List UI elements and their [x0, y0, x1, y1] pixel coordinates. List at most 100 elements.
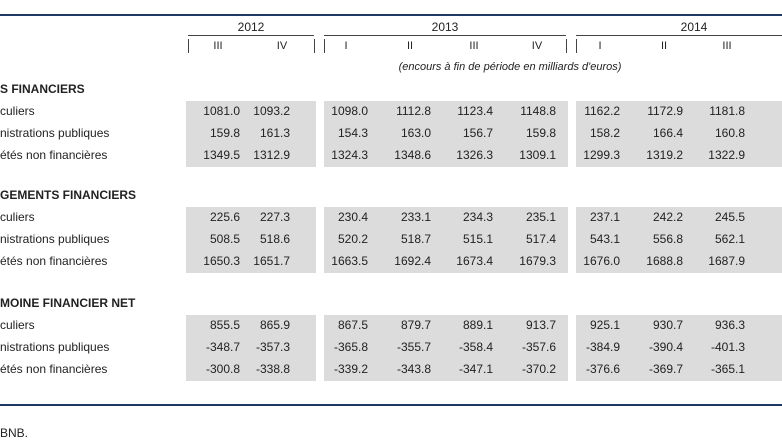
table-cell: 1663.5: [331, 254, 368, 268]
table-cell: -365.8: [333, 340, 368, 354]
band-gap: [316, 315, 324, 381]
band-gap: [316, 101, 324, 167]
table-cell: -300.8: [205, 362, 240, 376]
table-cell: 159.8: [525, 126, 556, 140]
table-cell: -390.4: [648, 340, 683, 354]
table-cell: 1081.0: [203, 104, 240, 118]
table-cell: 154.3: [337, 126, 368, 140]
section-band: [186, 207, 782, 273]
table-cell: 1324.3: [331, 148, 368, 162]
table-cell: 1679.3: [519, 254, 556, 268]
table-cell: 2: [748, 210, 782, 224]
table-cell: 1326.3: [456, 148, 493, 162]
row-label: culiers: [0, 104, 35, 118]
year-2013-underline: [324, 35, 566, 36]
table-cell: 1650.3: [203, 254, 240, 268]
table-cell: 508.5: [209, 232, 240, 246]
quarter-header: I: [598, 40, 602, 52]
table-cell: 1692.4: [394, 254, 431, 268]
table-cell: -347.1: [458, 362, 493, 376]
year-2012: 2012: [237, 20, 265, 34]
table-cell: 925.1: [589, 318, 620, 332]
section-band: [186, 315, 782, 381]
quarter-header: I: [344, 40, 348, 52]
table-cell: 233.1: [400, 210, 431, 224]
table-cell: 879.7: [400, 318, 431, 332]
table-cell: 245.5: [714, 210, 745, 224]
year-2014: 2014: [680, 20, 708, 34]
table-cell: 1349.5: [203, 148, 240, 162]
table-cell: 160.8: [714, 126, 745, 140]
table-cell: 1172.9: [647, 104, 683, 118]
table-cell: 1309.1: [519, 148, 556, 162]
table-cell: 1299.3: [583, 148, 620, 162]
section-title: S FINANCIERS: [0, 82, 85, 96]
table-cell: 1148.8: [520, 104, 556, 118]
top-rule: [0, 14, 782, 16]
table-cell: 1093.2: [253, 104, 290, 118]
header-tick: [566, 39, 567, 53]
row-label: culiers: [0, 210, 35, 224]
table-cell: -401.3: [710, 340, 745, 354]
quarter-header: IV: [276, 40, 288, 52]
year-2014-underline: [576, 35, 782, 36]
table-cell: -369.7: [648, 362, 683, 376]
table-cell: 562.1: [714, 232, 745, 246]
row-label: culiers: [0, 318, 35, 332]
table-cell: -357.3: [255, 340, 290, 354]
unit-note: (encours à fin de période en milliards d…: [398, 61, 622, 73]
table-cell: 1123.4: [457, 104, 493, 118]
table-cell: 936.3: [714, 318, 745, 332]
table-cell: -339.2: [333, 362, 368, 376]
row-label: étés non financières: [0, 362, 108, 376]
band-gap: [568, 207, 576, 273]
table-cell: 1673.4: [456, 254, 493, 268]
source-note: BNB.: [0, 426, 29, 440]
table-cell: 13: [748, 148, 782, 162]
table-cell: 867.5: [337, 318, 368, 332]
table-cell: 11: [748, 104, 782, 118]
row-label: nistrations publiques: [0, 126, 110, 140]
table-cell: 556.8: [652, 232, 683, 246]
row-label: nistrations publiques: [0, 232, 110, 246]
table-cell: -376.6: [585, 362, 620, 376]
table-cell: -338.8: [255, 362, 290, 376]
table-cell: 543.1: [589, 232, 620, 246]
table-cell: 1676.0: [583, 254, 620, 268]
table-cell: 1687.9: [708, 254, 745, 268]
table-cell: -348.7: [205, 340, 240, 354]
table-cell: 158.2: [589, 126, 620, 140]
table-cell: -4: [748, 340, 782, 354]
table-cell: 930.7: [652, 318, 683, 332]
table-cell: -384.9: [585, 340, 620, 354]
table-cell: 1651.7: [253, 254, 290, 268]
table-cell: 166.4: [652, 126, 683, 140]
table-cell: 161.3: [259, 126, 290, 140]
quarter-header: IV: [531, 40, 543, 52]
header-tick: [314, 39, 315, 53]
table-cell: 889.1: [462, 318, 493, 332]
table-cell: 1112.8: [396, 104, 431, 118]
table-cell: -358.4: [458, 340, 493, 354]
table-cell: -3: [748, 362, 782, 376]
table-cell: 156.7: [462, 126, 493, 140]
header-tick: [576, 39, 577, 53]
band-gap: [568, 315, 576, 381]
table-cell: 518.6: [259, 232, 290, 246]
table-cell: 227.3: [259, 210, 290, 224]
table-cell: 865.9: [259, 318, 290, 332]
quarter-header: III: [722, 40, 732, 52]
table-cell: 235.1: [525, 210, 556, 224]
quarter-header: III: [213, 40, 223, 52]
header-tick: [324, 39, 325, 53]
table-cell: 520.2: [337, 232, 368, 246]
row-label: étés non financières: [0, 254, 108, 268]
table-cell: 515.1: [462, 232, 493, 246]
table-cell: -370.2: [521, 362, 556, 376]
table-cell: 1319.2: [646, 148, 683, 162]
table-cell: 1688.8: [646, 254, 683, 268]
bottom-rule: [0, 404, 782, 406]
quarter-header: II: [660, 40, 668, 52]
table-cell: 1162.2: [584, 104, 620, 118]
row-label: nistrations publiques: [0, 340, 110, 354]
